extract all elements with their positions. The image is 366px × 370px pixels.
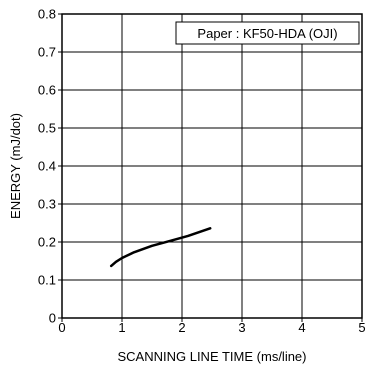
y-tick-label: 0.3	[38, 197, 56, 212]
y-tick-label: 0	[49, 311, 56, 326]
x-tick-label: 4	[298, 320, 305, 335]
y-axis-label: ENERGY (mJ/dot)	[8, 113, 23, 219]
y-tick-label: 0.4	[38, 159, 56, 174]
y-tick-label: 0.6	[38, 83, 56, 98]
x-tick-label: 2	[178, 320, 185, 335]
series-layer	[109, 227, 212, 268]
grid-lines	[62, 14, 362, 318]
annotation-text: Paper : KF50-HDA (OJI)	[197, 26, 337, 41]
y-tick-label: 0.2	[38, 235, 56, 250]
x-axis-label: SCANNING LINE TIME (ms/line)	[117, 349, 306, 364]
y-tick-labels: 0 0.1 0.2 0.3 0.4 0.5 0.6 0.7 0.8	[38, 7, 56, 326]
x-tick-label: 5	[358, 320, 365, 335]
y-tick-label: 0.8	[38, 7, 56, 22]
y-tick-label: 0.5	[38, 121, 56, 136]
x-tick-label: 3	[238, 320, 245, 335]
tick-marks	[58, 13, 363, 322]
x-tick-label: 1	[118, 320, 125, 335]
y-tick-label: 0.1	[38, 273, 56, 288]
x-tick-labels: 0 1 2 3 4 5	[58, 320, 365, 335]
y-tick-label: 0.7	[38, 45, 56, 60]
series-line-0	[109, 227, 212, 268]
annotation-box	[175, 21, 360, 45]
x-tick-label: 0	[58, 320, 65, 335]
